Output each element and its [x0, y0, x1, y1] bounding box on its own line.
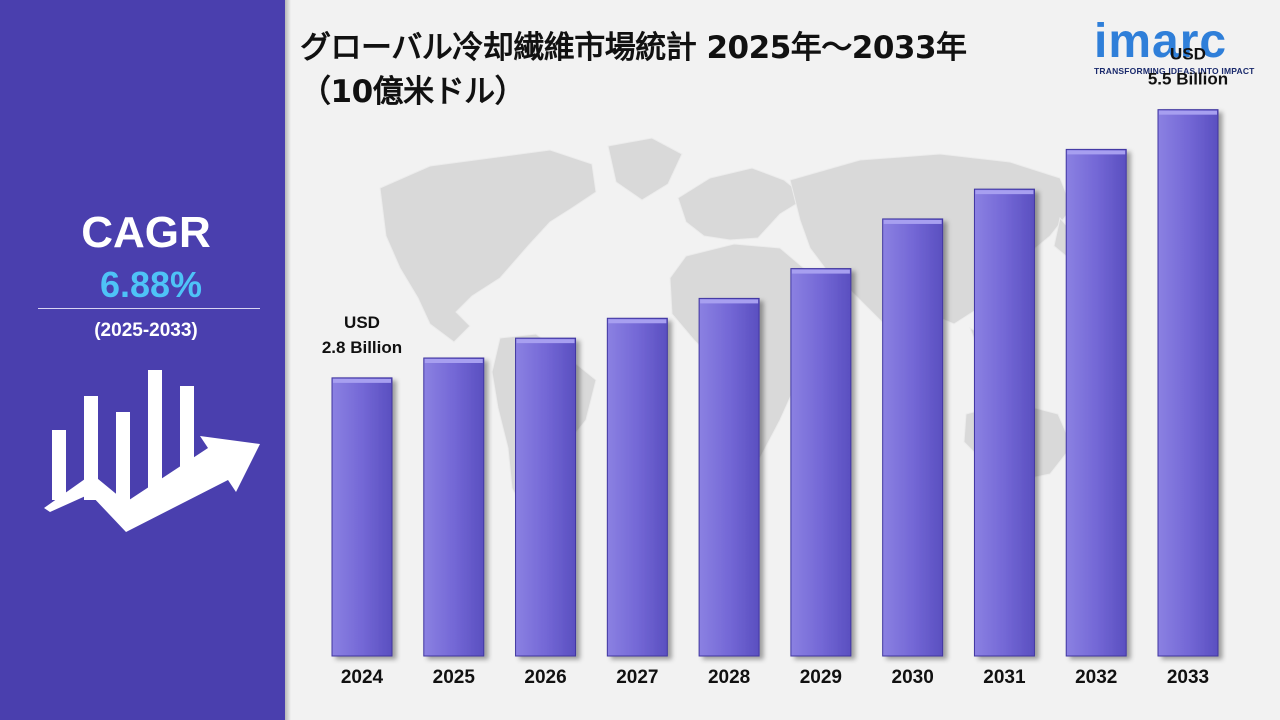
bar-cap-2028 [700, 299, 759, 304]
bar-2025 [423, 357, 485, 657]
x-tick-label: 2031 [983, 667, 1026, 688]
annotation-value: 2.8 Billion [322, 338, 402, 357]
x-tick-label: 2024 [341, 667, 384, 688]
x-tick-label: 2028 [708, 667, 750, 688]
bar-2031 [973, 188, 1035, 657]
chart-title: グローバル冷却繊維市場統計 2025年～2033年 （10億米ドル） [300, 26, 967, 114]
growth-chart-arrow-icon [44, 370, 260, 532]
logo-wordmark: imarc [1094, 15, 1228, 68]
bar-series [331, 109, 1219, 657]
bar-2028 [698, 297, 760, 657]
title-line-1: グローバル冷却繊維市場統計 2025年～2033年 [300, 30, 967, 66]
bar-cap-2032 [1067, 150, 1126, 155]
bar-2027 [606, 317, 668, 657]
x-tick-label: 2026 [524, 667, 566, 688]
bar-cap-2033 [1159, 110, 1217, 115]
bar-cap-2025 [424, 359, 483, 363]
bar-cap-2029 [791, 269, 850, 274]
bar-cap-2031 [975, 190, 1034, 195]
cagr-period: (2025-2033) [94, 320, 198, 341]
bar-cap-2026 [516, 339, 575, 344]
cagr-label: CAGR [81, 208, 211, 257]
imarc-logo: imarc TRANSFORMING IDEAS INTO IMPACT [1094, 15, 1264, 77]
cagr-panel [0, 0, 285, 720]
bar-cap-2030 [883, 219, 942, 224]
bar-2024 [331, 377, 393, 657]
x-tick-label: 2032 [1075, 667, 1117, 688]
panel-shadow [285, 0, 291, 720]
bar-annotations: USD 2.8 Billion USD 5.5 Billion [322, 45, 1228, 357]
logo-tagline: TRANSFORMING IDEAS INTO IMPACT [1094, 66, 1255, 76]
x-tick-label: 2033 [1167, 667, 1209, 688]
title-line-2: （10億米ドル） [300, 74, 526, 110]
cagr-value: 6.88% [99, 264, 203, 305]
bar-2032 [1065, 148, 1127, 657]
bar-cap-2027 [608, 319, 667, 324]
x-tick-label: 2029 [800, 667, 842, 688]
annotation-currency: USD [1170, 45, 1206, 64]
x-axis-ticks: 2024 2025 2026 2027 2028 2029 2030 2031 2032 2033 [341, 667, 1209, 688]
x-tick-label: 2025 [433, 667, 476, 688]
cagr-divider [38, 308, 260, 309]
x-tick-label: 2027 [616, 667, 658, 688]
bar-2030 [882, 218, 944, 657]
x-tick-label: 2030 [892, 667, 934, 688]
bar-2026 [515, 337, 577, 657]
annotation-currency: USD [344, 313, 380, 332]
annotation-value: 5.5 Billion [1148, 70, 1228, 89]
bar-cap-2024 [333, 378, 391, 383]
bar-2029 [790, 268, 852, 657]
bar-2033 [1157, 109, 1219, 657]
